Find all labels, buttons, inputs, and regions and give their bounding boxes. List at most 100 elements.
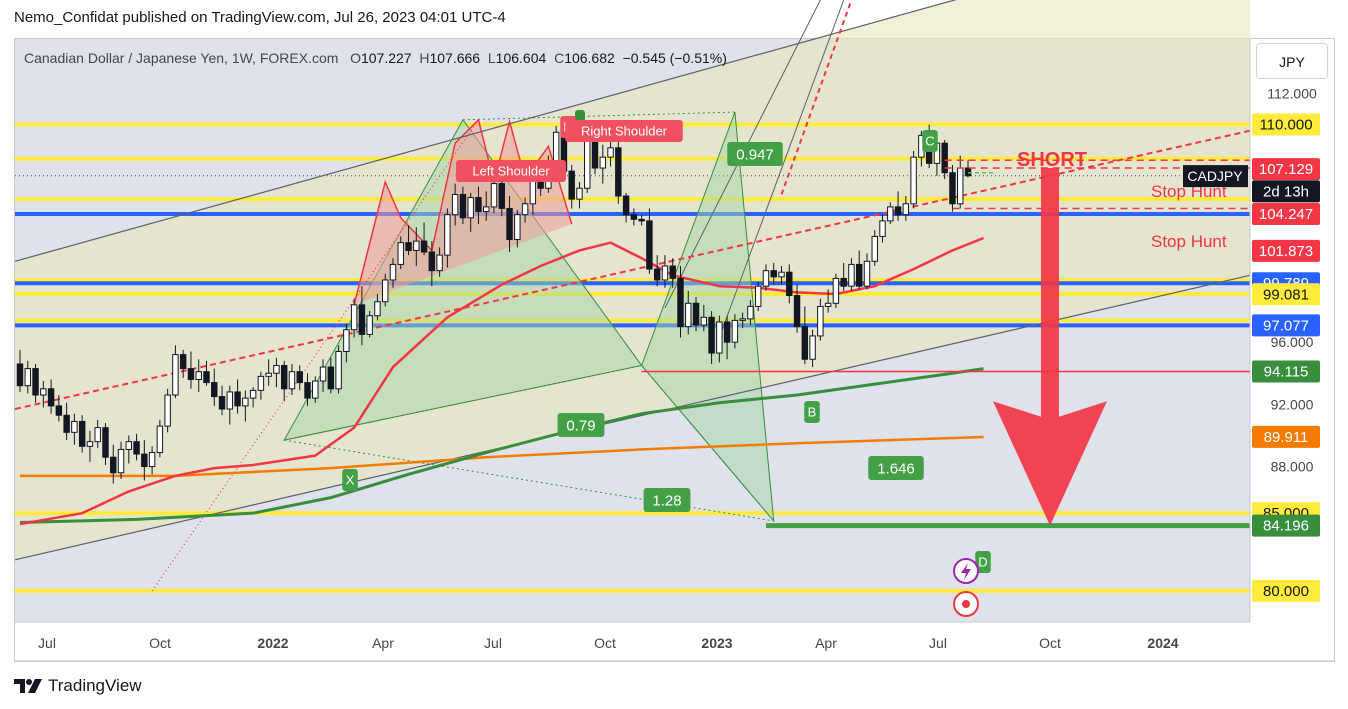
candle-up xyxy=(164,394,171,427)
candle-down xyxy=(615,147,622,197)
candle-up xyxy=(599,156,607,169)
right-shoulder-label-bg xyxy=(565,120,683,142)
candle-up xyxy=(754,285,762,307)
candle-down xyxy=(63,414,70,433)
candle-down xyxy=(304,382,311,399)
candle-up xyxy=(436,254,443,272)
candle-down xyxy=(428,251,436,272)
harmonic-bcd-triangle xyxy=(641,111,775,523)
high-label: H xyxy=(419,50,430,66)
candle-up xyxy=(374,301,381,317)
candle-down xyxy=(296,371,303,384)
tradingview-logo[interactable]: TradingView xyxy=(14,676,142,696)
candle-up xyxy=(762,270,770,287)
price-badge-bg xyxy=(1252,158,1320,181)
candle-up xyxy=(863,260,871,287)
left-shoulder-label-bg xyxy=(455,160,567,182)
candle-down xyxy=(506,207,513,241)
ratio-079-label-text: 0.79 xyxy=(566,417,595,434)
price-badge: 101.873 xyxy=(1259,243,1313,260)
currency-button[interactable]: JPY xyxy=(1256,43,1328,79)
ratio-1646-label-text: 1.646 xyxy=(877,460,915,477)
point-d-label: D xyxy=(975,551,991,573)
candle-up xyxy=(731,319,739,343)
record-dot-icon xyxy=(962,600,970,608)
short-label: SHORT xyxy=(1017,149,1087,171)
red-ema-line xyxy=(19,236,985,526)
low-label: L xyxy=(487,50,496,66)
candle-up xyxy=(40,388,47,396)
time-tick: Apr xyxy=(372,635,394,651)
price-badge-bg xyxy=(1252,514,1320,537)
candle-up xyxy=(343,329,350,352)
candle-down xyxy=(638,218,645,222)
candle-down xyxy=(855,263,863,287)
candle-down xyxy=(475,197,482,213)
price-badge: 2d 13h xyxy=(1263,183,1309,200)
high-value: 107.666 xyxy=(429,50,481,66)
time-tick: Apr xyxy=(815,635,837,651)
time-tick: Jul xyxy=(484,635,502,651)
price-tick: 96.000 xyxy=(1271,334,1314,350)
candle-up xyxy=(552,131,560,163)
harmonic-ratio-line xyxy=(641,365,775,522)
point-b-label: B xyxy=(804,401,820,423)
axis-corner xyxy=(1250,622,1334,660)
candle-down xyxy=(187,368,195,380)
candle-up xyxy=(397,242,404,265)
candle-up xyxy=(514,214,521,241)
open-label: O xyxy=(350,50,361,66)
price-badge: 97.077 xyxy=(1263,317,1309,334)
candle-up xyxy=(350,304,358,331)
candle-up xyxy=(832,277,840,304)
candle-up xyxy=(257,375,265,391)
candle-up xyxy=(824,302,832,307)
price-badge-bg xyxy=(1252,239,1320,262)
candle-up xyxy=(444,214,451,256)
candle-up xyxy=(778,271,785,278)
symbol-badge: CADJPY xyxy=(1187,168,1243,184)
candle-up xyxy=(273,364,280,374)
left-shoulder-label: Left Shoulder xyxy=(455,160,567,182)
point-x-label: X xyxy=(342,469,358,491)
point-b-label-bg xyxy=(804,401,820,423)
candle-down xyxy=(203,371,210,384)
ratio-128-label-text: 1.28 xyxy=(652,492,681,509)
right-shoulder-label-text: Right Shoulder xyxy=(581,124,668,139)
ratio-0947-label-text: 0.947 xyxy=(736,146,774,163)
stop-hunt-bottom-label: Stop Hunt xyxy=(1151,232,1227,251)
candle-down xyxy=(677,277,684,328)
candle-down xyxy=(793,295,801,328)
time-tick: Oct xyxy=(149,635,171,651)
price-badge: 104.247 xyxy=(1259,206,1313,223)
time-tick: Jul xyxy=(929,635,947,651)
price-tick: 92.000 xyxy=(1271,396,1314,412)
candle-up xyxy=(879,220,886,237)
candle-down xyxy=(102,427,109,458)
price-tick: 88.000 xyxy=(1271,459,1314,475)
price-badge: 84.196 xyxy=(1263,518,1309,535)
time-tick: Oct xyxy=(594,635,616,651)
time-tick: 2022 xyxy=(257,635,288,651)
price-badge-bg xyxy=(1252,314,1320,337)
candle-down xyxy=(133,441,140,455)
candle-up xyxy=(226,391,234,410)
candle-down xyxy=(498,183,505,209)
low-value: 106.604 xyxy=(495,50,547,66)
lightning-icon xyxy=(961,563,971,580)
candle-up xyxy=(584,134,591,189)
candle-down xyxy=(801,326,809,360)
candle-up xyxy=(467,197,474,219)
point-x-label-bg xyxy=(342,469,358,491)
candle-up xyxy=(71,420,78,433)
price-badge-bg xyxy=(1252,180,1320,203)
price-badge: 89.911 xyxy=(1264,429,1309,446)
candle-up xyxy=(172,354,179,396)
price-badge-bg xyxy=(1252,283,1320,306)
ratio-1646-label-bg xyxy=(868,456,924,480)
price-badge-bg xyxy=(1252,360,1320,383)
candle-down xyxy=(110,456,117,474)
candle-down xyxy=(405,242,412,251)
tradingview-logo-icon xyxy=(14,679,42,693)
